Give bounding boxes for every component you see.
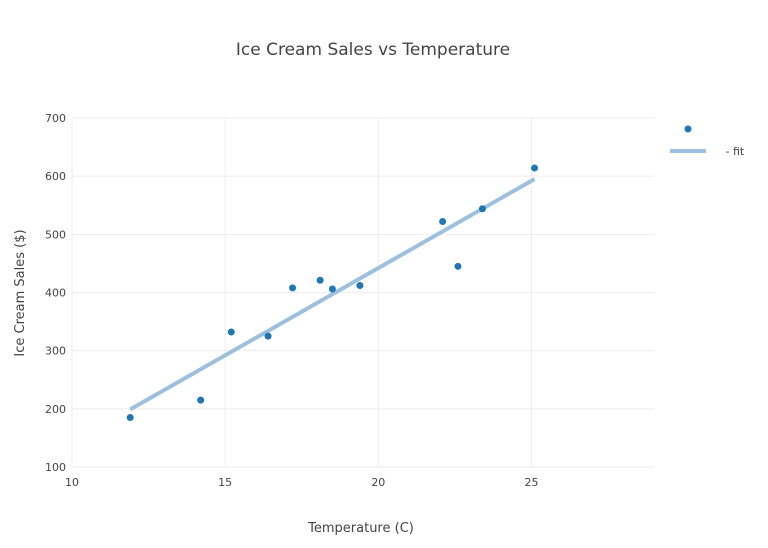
y-tick-label: 400 — [45, 287, 66, 300]
y-axis-title: Ice Cream Sales ($) — [13, 229, 28, 356]
y-tick-label: 100 — [45, 461, 66, 474]
legend-marker-points — [684, 125, 692, 133]
tick-labels: 10 15 20 25 100 200 300 400 500 600 700 — [45, 112, 538, 489]
x-tick-label: 25 — [524, 476, 538, 489]
fit-line — [129, 177, 536, 412]
data-point — [316, 276, 324, 284]
data-point — [197, 396, 205, 404]
data-point — [289, 284, 297, 292]
data-point — [328, 285, 336, 293]
y-tick-label: 600 — [45, 170, 66, 183]
data-point — [531, 164, 539, 172]
data-point — [454, 262, 462, 270]
data-point — [227, 328, 235, 336]
y-tick-label: 300 — [45, 345, 66, 358]
data-point — [439, 218, 447, 226]
x-axis-title: Temperature (C) — [307, 521, 414, 536]
x-tick-label: 20 — [371, 476, 385, 489]
x-tick-label: 15 — [218, 476, 232, 489]
legend[interactable]: - fit — [670, 125, 745, 159]
legend-label-fit: - fit — [722, 145, 745, 158]
gridlines — [71, 117, 654, 468]
data-point — [126, 414, 134, 422]
data-points — [126, 164, 539, 422]
y-tick-label: 500 — [45, 228, 66, 241]
fit-line-layer — [129, 177, 536, 412]
data-point — [264, 332, 272, 340]
x-tick-label: 10 — [65, 476, 79, 489]
chart-title: Ice Cream Sales vs Temperature — [236, 40, 510, 60]
y-tick-label: 200 — [45, 403, 66, 416]
data-point — [478, 205, 486, 213]
y-tick-label: 700 — [45, 112, 66, 125]
data-point — [356, 282, 364, 290]
